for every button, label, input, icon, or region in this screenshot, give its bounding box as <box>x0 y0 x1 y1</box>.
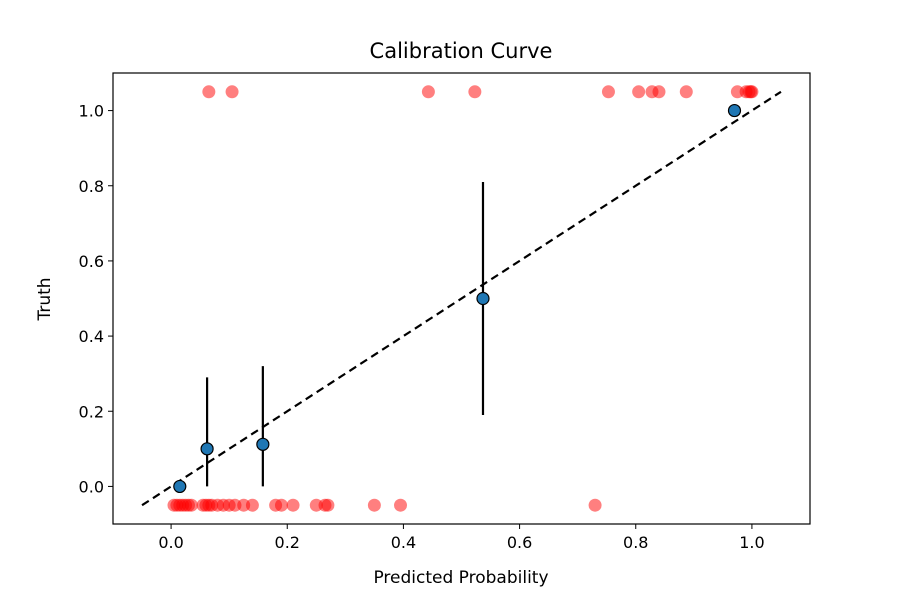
positive-observation-point <box>601 85 615 99</box>
positive-observation-point <box>202 85 216 99</box>
positive-observation-point <box>745 85 759 99</box>
plot-frame <box>112 72 811 525</box>
reference-line-layer <box>141 90 782 507</box>
positive-observation-point <box>225 85 239 99</box>
negative-observation-point <box>274 498 288 512</box>
calibration-point <box>200 442 214 456</box>
x-tick-label: 0.8 <box>623 533 648 552</box>
calibration-point <box>727 103 742 118</box>
calibration-point-layer <box>173 103 742 494</box>
negative-observation-point <box>367 498 381 512</box>
y-tick-label: 0.2 <box>79 402 104 421</box>
y-tick-label: 0.4 <box>79 327 104 346</box>
negative-observation-point <box>394 498 408 512</box>
x-tick-label: 0.6 <box>507 533 532 552</box>
negative-observation-point <box>184 498 198 512</box>
negative-observation-point <box>321 498 335 512</box>
calibration-point <box>476 291 490 306</box>
observation-layer <box>167 85 759 512</box>
positive-observation-point <box>468 85 482 99</box>
calibration-point <box>256 437 270 451</box>
y-tick-label: 0.0 <box>79 477 104 496</box>
chart-title: Calibration Curve <box>370 39 553 63</box>
reference-line <box>141 90 782 507</box>
x-axis-ticks: 0.0 0.2 0.4 0.6 0.8 1.0 <box>158 524 765 552</box>
positive-observation-point <box>652 85 666 99</box>
x-tick-label: 0.2 <box>275 533 300 552</box>
x-tick-label: 0.0 <box>158 533 183 552</box>
negative-observation-point <box>588 498 602 512</box>
positive-observation-point <box>679 85 693 99</box>
y-tick-label: 1.0 <box>79 102 104 121</box>
y-axis-label: Truth <box>35 277 55 321</box>
x-axis-label: Predicted Probability <box>373 568 548 588</box>
positive-observation-point <box>421 85 435 99</box>
x-tick-label: 1.0 <box>739 533 764 552</box>
negative-observation-point <box>286 498 300 512</box>
positive-observation-point <box>632 85 646 99</box>
y-tick-label: 0.8 <box>79 177 104 196</box>
x-tick-label: 0.4 <box>391 533 416 552</box>
calibration-point <box>173 479 187 494</box>
y-tick-label: 0.6 <box>79 252 104 271</box>
negative-observation-point <box>245 498 259 512</box>
y-axis-ticks: 0.0 0.2 0.4 0.6 0.8 1.0 <box>79 102 113 496</box>
